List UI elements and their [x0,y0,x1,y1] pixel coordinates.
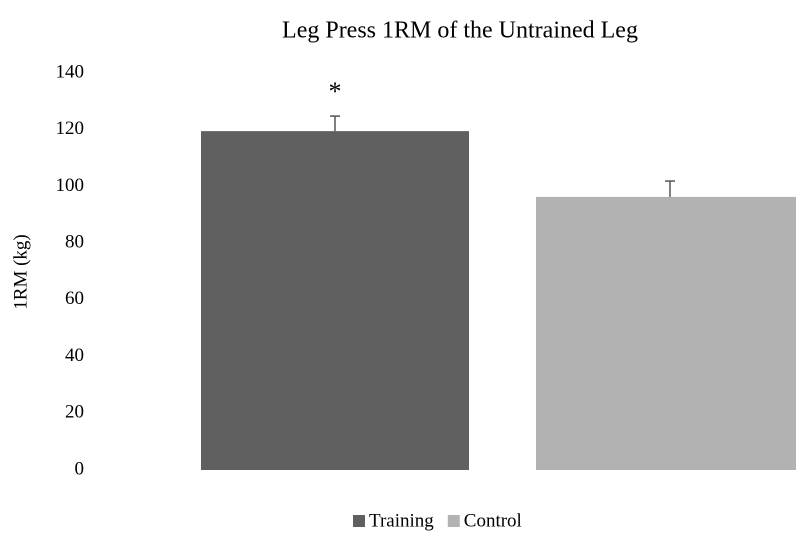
bar [201,131,469,470]
y-axis-label: 1RM (kg) [10,234,31,309]
y-tick-label: 80 [65,232,84,253]
legend-label: Control [464,510,522,531]
legend-swatch [353,515,365,527]
y-tick-label: 20 [65,402,84,423]
y-tick-label: 120 [56,118,85,139]
bar [536,196,796,470]
chart-title: Leg Press 1RM of the Untrained Leg [282,18,638,44]
y-tick-label: 60 [65,288,84,309]
legend-swatch [447,515,460,527]
legend-label: Training [369,510,434,531]
y-tick-label: 0 [75,458,85,479]
annotation: * [329,77,342,106]
y-tick-label: 40 [65,345,84,366]
y-tick-label: 100 [56,175,85,196]
y-tick-label: 140 [56,61,85,82]
